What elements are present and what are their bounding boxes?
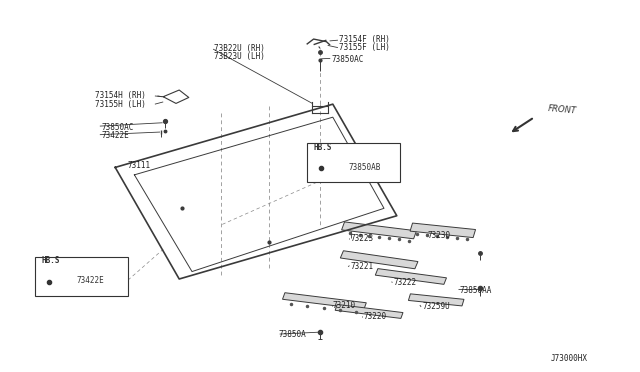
Text: 73222: 73222 xyxy=(394,278,417,287)
Text: 73850AC: 73850AC xyxy=(332,55,364,64)
Text: 73422E: 73422E xyxy=(101,131,129,140)
Polygon shape xyxy=(408,294,464,306)
Text: 73220: 73220 xyxy=(364,312,387,321)
Text: 73230: 73230 xyxy=(428,231,451,240)
Polygon shape xyxy=(282,293,366,310)
Polygon shape xyxy=(375,269,447,284)
Text: 73210: 73210 xyxy=(333,301,356,310)
Text: 73155F (LH): 73155F (LH) xyxy=(339,43,390,52)
Text: HB.S: HB.S xyxy=(314,143,332,152)
Text: 73850AC: 73850AC xyxy=(101,123,134,132)
Text: 73850AB: 73850AB xyxy=(348,163,381,172)
Text: FRONT: FRONT xyxy=(547,104,577,115)
Text: 73422E: 73422E xyxy=(76,276,104,285)
Text: 73111: 73111 xyxy=(128,161,151,170)
Text: 73259U: 73259U xyxy=(422,302,450,311)
Text: 73154H (RH): 73154H (RH) xyxy=(95,92,145,100)
Text: 73155H (LH): 73155H (LH) xyxy=(95,100,145,109)
Text: 73223: 73223 xyxy=(351,234,374,243)
Text: 73850A: 73850A xyxy=(278,330,306,339)
Bar xyxy=(35,257,128,296)
Polygon shape xyxy=(335,304,403,318)
Text: 73221: 73221 xyxy=(351,262,374,271)
Bar xyxy=(307,143,400,182)
Text: HB.S: HB.S xyxy=(42,256,60,265)
Text: J73000HX: J73000HX xyxy=(550,355,588,363)
Text: 73B22U (RH): 73B22U (RH) xyxy=(214,44,265,53)
Polygon shape xyxy=(410,223,476,238)
Text: 73154F (RH): 73154F (RH) xyxy=(339,35,390,44)
Text: 73850AA: 73850AA xyxy=(460,286,492,295)
Polygon shape xyxy=(342,222,417,239)
Polygon shape xyxy=(340,251,418,269)
Text: 73B23U (LH): 73B23U (LH) xyxy=(214,52,265,61)
